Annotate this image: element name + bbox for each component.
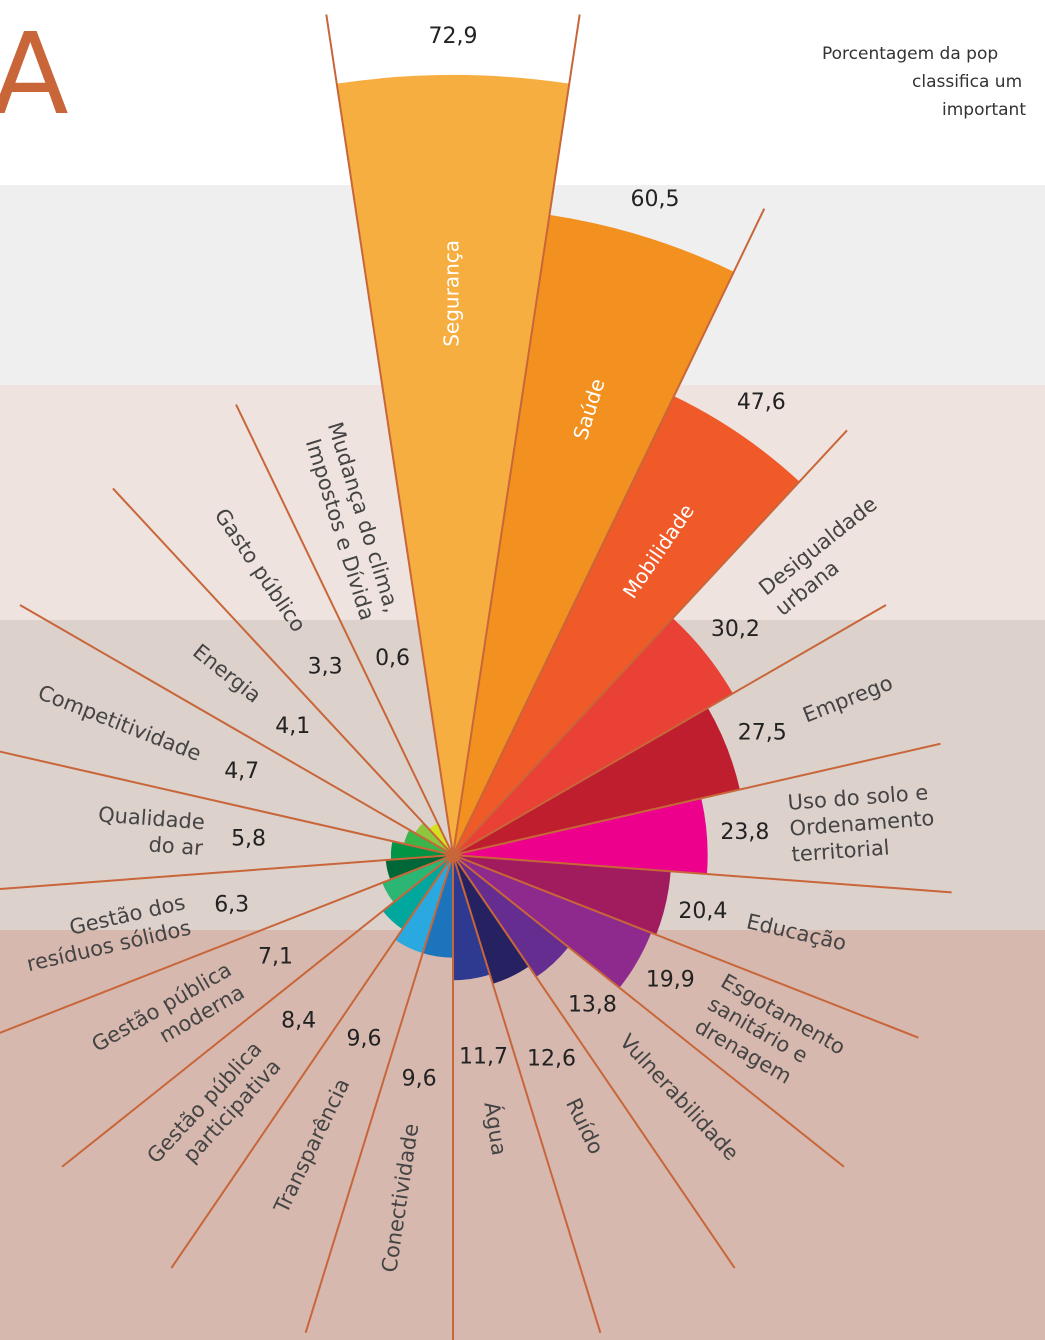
category-label-line: do ar xyxy=(148,832,204,860)
divider xyxy=(325,14,454,856)
value-label: 27,5 xyxy=(738,721,787,746)
value-label: 6,3 xyxy=(214,893,249,918)
value-label: 4,1 xyxy=(275,714,310,739)
value-label: 5,8 xyxy=(231,827,266,852)
value-label: 0,6 xyxy=(375,646,410,671)
petal xyxy=(382,855,453,903)
divider xyxy=(452,742,941,856)
divider xyxy=(235,404,454,856)
divider xyxy=(452,429,848,856)
value-label: 9,6 xyxy=(402,1066,437,1091)
category-label: Segurança xyxy=(440,240,464,347)
divider xyxy=(61,854,454,1168)
petal xyxy=(395,855,453,954)
petal xyxy=(453,798,708,875)
divider xyxy=(304,854,454,1334)
band xyxy=(0,930,1045,1340)
petal xyxy=(453,214,734,855)
divider xyxy=(0,854,454,1034)
petal xyxy=(453,855,671,935)
divider xyxy=(452,854,952,894)
divider xyxy=(452,208,766,856)
subtitle: classifica um xyxy=(912,72,1022,92)
divider xyxy=(452,854,919,1039)
petal xyxy=(453,855,529,984)
petal xyxy=(453,855,569,978)
value-label: 11,7 xyxy=(459,1045,508,1070)
divider xyxy=(19,604,454,856)
petal xyxy=(453,618,733,855)
value-label: 47,6 xyxy=(737,390,786,415)
petal xyxy=(336,74,570,856)
value-label: 30,2 xyxy=(711,617,760,642)
value-label: 60,5 xyxy=(631,187,680,212)
divider xyxy=(452,14,581,856)
subtitle: important xyxy=(942,100,1026,120)
value-label: 13,8 xyxy=(568,992,617,1017)
value-label: 23,8 xyxy=(720,820,769,845)
value-label: 20,4 xyxy=(678,899,727,924)
value-label: 12,6 xyxy=(527,1047,576,1072)
subtitle: Porcentagem da pop xyxy=(822,44,998,64)
petal xyxy=(453,396,800,855)
value-label: 9,6 xyxy=(347,1027,382,1052)
value-label: 19,9 xyxy=(646,967,695,992)
chart-title: A xyxy=(0,10,69,140)
petal xyxy=(390,841,453,860)
value-label: 8,4 xyxy=(281,1008,316,1033)
divider xyxy=(0,750,454,856)
value-label: 4,7 xyxy=(224,759,259,784)
petal xyxy=(428,823,453,855)
value-label: 7,1 xyxy=(258,945,293,970)
petal xyxy=(453,855,652,988)
petal xyxy=(453,707,740,855)
divider xyxy=(112,487,454,856)
divider xyxy=(452,854,602,1334)
divider xyxy=(452,854,845,1168)
value-label: 72,9 xyxy=(429,24,478,49)
category-label-line: Segurança xyxy=(440,240,464,347)
divider xyxy=(452,854,736,1269)
value-label: 3,3 xyxy=(308,654,343,679)
divider xyxy=(0,854,454,890)
divider xyxy=(170,854,454,1269)
divider xyxy=(452,604,887,856)
petal xyxy=(415,822,453,855)
petal xyxy=(382,855,453,930)
